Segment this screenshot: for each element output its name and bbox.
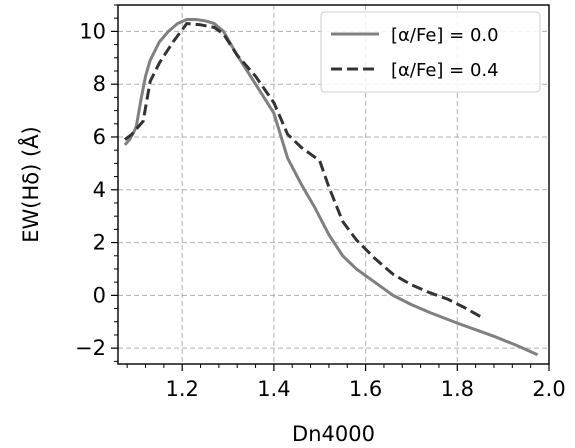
x-tick-label: 2.0 — [532, 377, 565, 401]
x-axis-label: Dn4000 — [292, 422, 375, 446]
legend: [α/Fe] = 0.0 [α/Fe] = 0.4 — [320, 11, 541, 93]
series-line — [123, 22, 481, 318]
legend-label: [α/Fe] = 0.0 — [391, 25, 499, 46]
legend-box — [320, 11, 541, 93]
y-tick-label: 2 — [93, 231, 106, 255]
plot-area-frame — [117, 4, 550, 365]
x-tick-label: 1.8 — [441, 377, 474, 401]
y-tick-label: 6 — [93, 125, 106, 149]
y-axis-label: EW(Hδ) (Å) — [17, 126, 43, 242]
y-tick-label: 0 — [93, 283, 106, 307]
x-tick-label: 1.2 — [165, 377, 198, 401]
series-line — [123, 18, 539, 357]
y-tick-label: −2 — [75, 336, 106, 360]
axis-ticks: 1.2 1.4 1.6 1.8 2.0 −2 0 2 4 6 8 10 — [75, 4, 566, 401]
legend-label: [α/Fe] = 0.4 — [391, 60, 499, 81]
x-tick-label: 1.4 — [257, 377, 290, 401]
series-lines — [123, 18, 539, 357]
y-tick-label: 8 — [93, 72, 106, 96]
y-tick-label: 4 — [93, 178, 106, 202]
x-tick-label: 1.6 — [349, 377, 382, 401]
y-tick-label: 10 — [79, 19, 106, 43]
